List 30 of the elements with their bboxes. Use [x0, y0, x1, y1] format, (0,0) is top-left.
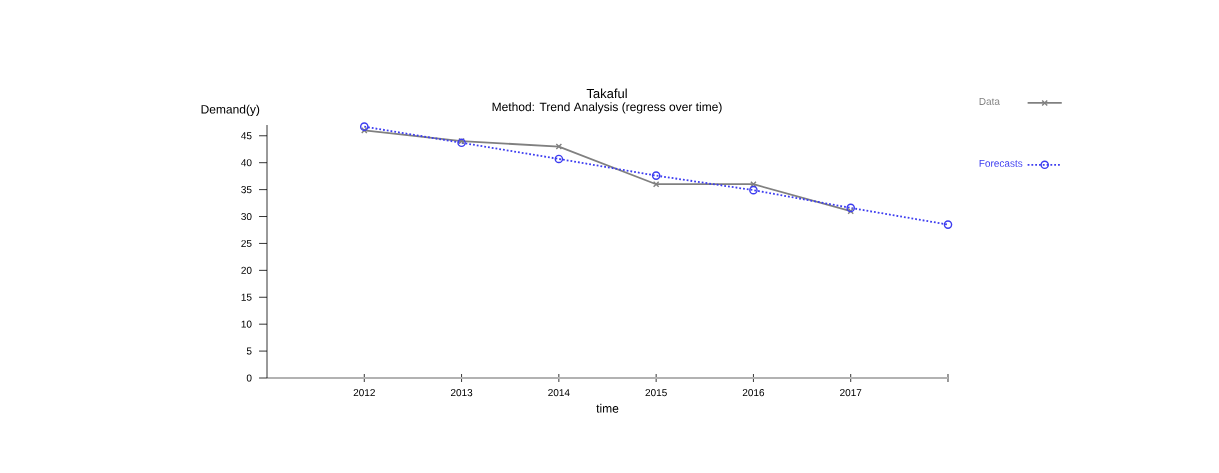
- y-tick-label: 10: [241, 320, 252, 328]
- chart-subtitle: Method: Trend Analysis (regress over time): [492, 102, 722, 114]
- point: [943, 220, 953, 229]
- y-axis-title: Demand(y): [201, 104, 260, 116]
- chart-title: Takaful: [586, 88, 627, 99]
- text: Data: [979, 98, 1000, 105]
- x-tick-label: 2017: [840, 389, 862, 397]
- point: [651, 171, 661, 180]
- y-tick-label: 0: [246, 374, 252, 382]
- y-tick-label: 40: [241, 159, 252, 167]
- y-tick-label: 15: [241, 293, 252, 301]
- point: [359, 122, 369, 131]
- point: [554, 154, 564, 164]
- point: [749, 185, 758, 195]
- y-tick-label: 30: [241, 212, 252, 221]
- y-tick-label: 25: [241, 239, 252, 247]
- x-tick-label: 2014: [548, 389, 570, 397]
- y-tick-label: 45: [241, 132, 252, 140]
- point: [555, 143, 563, 150]
- y-tick-label: 5: [246, 347, 252, 355]
- legend-label: Forecasts: [979, 159, 1023, 167]
- x-tick-label: 2012: [353, 389, 375, 397]
- x-tick-label: 2016: [742, 389, 765, 397]
- x-axis-title: time: [596, 403, 619, 413]
- y-tick-label: 35: [241, 186, 252, 194]
- x-tick-label: 2013: [450, 389, 473, 397]
- y-tick-label: 20: [241, 266, 252, 274]
- x-tick-label: 2015: [645, 389, 667, 397]
- point: [846, 203, 856, 213]
- point: [652, 180, 660, 188]
